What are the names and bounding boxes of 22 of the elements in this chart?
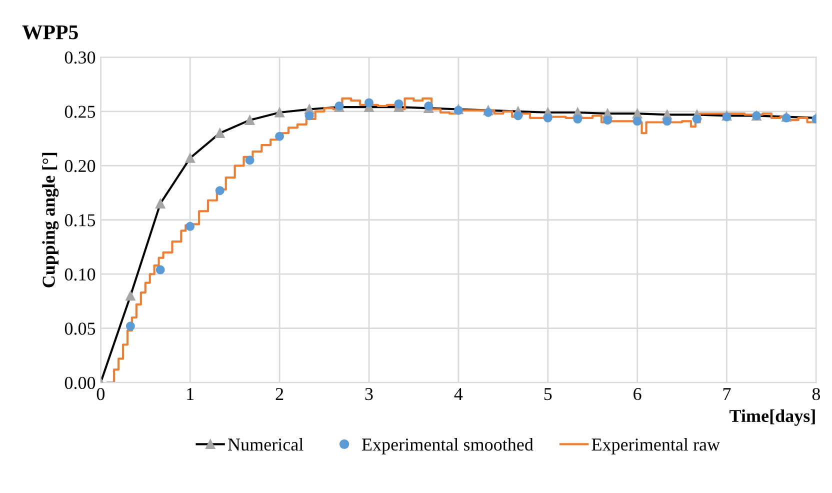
x-tick-label: 8 bbox=[812, 388, 820, 400]
y-axis-title: Cupping angle [°] bbox=[42, 152, 59, 288]
legend-label: Experimental raw bbox=[592, 438, 720, 454]
legend-label: Experimental smoothed bbox=[362, 438, 534, 454]
x-tick-label: 5 bbox=[544, 388, 552, 400]
x-tick-label: 1 bbox=[187, 388, 194, 400]
x-axis-title: Time[days] bbox=[730, 409, 815, 426]
chart-title: WPP5 bbox=[22, 25, 78, 40]
y-tick-label: 0.30 bbox=[64, 51, 96, 64]
legend-label: Numerical bbox=[228, 438, 304, 451]
x-tick-label: 4 bbox=[454, 388, 463, 400]
x-tick-label: 2 bbox=[276, 388, 284, 400]
y-tick-label: 0.05 bbox=[64, 322, 96, 335]
y-tick-label: 0.20 bbox=[64, 160, 96, 172]
x-tick-label: 0 bbox=[96, 388, 104, 400]
y-tick-label: 0.10 bbox=[64, 268, 96, 281]
x-tick-label: 7 bbox=[723, 388, 731, 400]
x-tick-label: 6 bbox=[634, 388, 642, 400]
x-tick-label: 3 bbox=[365, 388, 373, 400]
y-tick-label: 0.00 bbox=[64, 376, 96, 390]
y-tick-label: 0.25 bbox=[64, 106, 96, 118]
y-tick-label: 0.15 bbox=[64, 214, 96, 226]
